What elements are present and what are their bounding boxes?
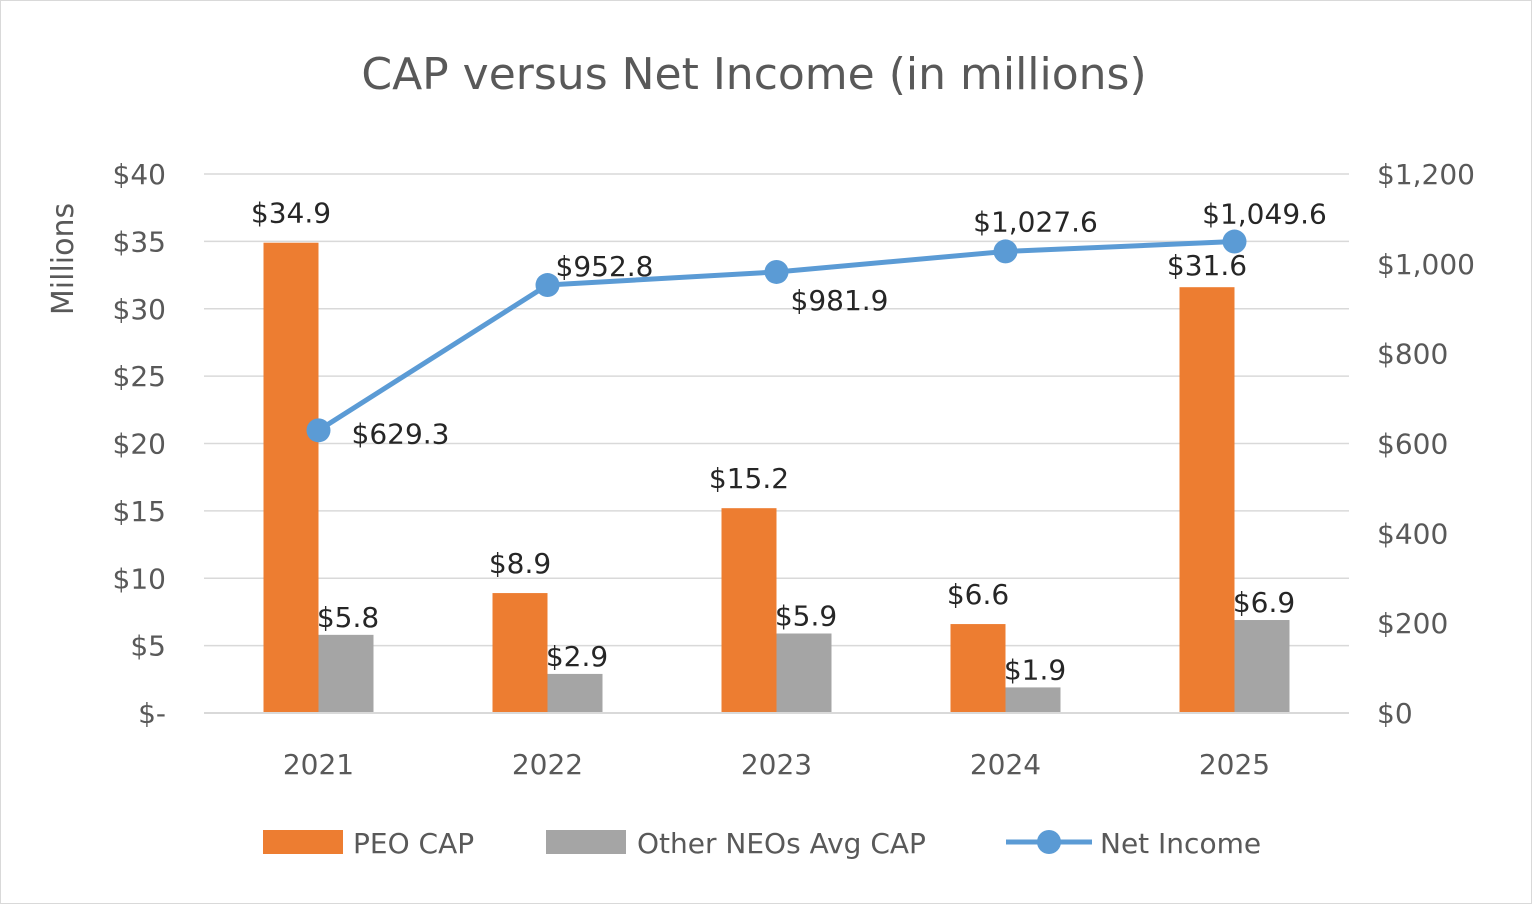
- legend-marker: [1037, 830, 1061, 854]
- legend-swatch: [546, 830, 626, 854]
- legend-swatch: [263, 830, 343, 854]
- other-neos-label: $2.9: [546, 640, 608, 673]
- right-tick-label: $800: [1377, 338, 1448, 371]
- right-tick-label: $1,000: [1377, 248, 1475, 281]
- y-axis-label: Millions: [46, 203, 81, 315]
- peo-cap-bar: [263, 242, 319, 713]
- net-income-label: $981.9: [791, 284, 889, 317]
- net-income-label: $1,027.6: [973, 205, 1098, 238]
- left-tick-label: $15: [113, 495, 166, 528]
- legend-item[interactable]: PEO CAP: [263, 827, 474, 860]
- left-tick-label: $5: [130, 630, 166, 663]
- legend-label: Other NEOs Avg CAP: [637, 827, 926, 860]
- legend[interactable]: PEO CAP Other NEOs Avg CAP Net Income: [263, 827, 1261, 860]
- net-income-label: $1,049.6: [1202, 198, 1327, 231]
- other-neos-label: $6.9: [1233, 586, 1295, 619]
- data-labels: $34.9 $5.8 $8.9 $2.9 $15.2 $5.9 $6.6 $1.9 $31.6 $…: [251, 197, 1327, 687]
- legend-label: PEO CAP: [353, 827, 474, 860]
- peo-cap-label: $15.2: [709, 462, 789, 495]
- other-neos-label: $5.9: [775, 599, 837, 632]
- left-tick-label: $40: [113, 158, 166, 191]
- category-label: 2022: [512, 748, 583, 781]
- other-neos-bar: [776, 633, 832, 713]
- net-income-point: [306, 418, 331, 443]
- legend-item[interactable]: Net Income: [1006, 827, 1261, 860]
- other-neos-bar: [547, 673, 603, 713]
- bars: [263, 242, 1290, 713]
- left-tick-label: $30: [113, 293, 166, 326]
- net-income-line-layer: [306, 229, 1247, 443]
- peo-cap-bar: [492, 593, 548, 713]
- left-tick-label: $25: [113, 360, 166, 393]
- legend-item[interactable]: Other NEOs Avg CAP: [546, 827, 926, 860]
- other-neos-bar: [1234, 620, 1290, 713]
- x-axis: 2021 2022 2023 2024 2025: [204, 712, 1349, 781]
- category-label: 2021: [283, 748, 354, 781]
- peo-cap-label: $34.9: [251, 197, 331, 230]
- left-tick-label: $10: [113, 562, 166, 595]
- legend-label: Net Income: [1100, 827, 1261, 860]
- gridlines: [204, 173, 1349, 714]
- right-tick-label: $0: [1377, 697, 1413, 730]
- net-income-point: [764, 259, 789, 284]
- chart-title: CAP versus Net Income (in millions): [361, 49, 1146, 100]
- left-tick-label: $35: [113, 225, 166, 258]
- peo-cap-label: $31.6: [1167, 249, 1247, 282]
- other-neos-label: $5.8: [317, 601, 379, 634]
- other-neos-bar: [1005, 687, 1061, 713]
- category-label: 2023: [741, 748, 812, 781]
- peo-cap-label: $8.9: [489, 547, 551, 580]
- other-neos-label: $1.9: [1004, 653, 1066, 686]
- right-tick-label: $600: [1377, 428, 1448, 461]
- net-income-label: $629.3: [352, 417, 450, 450]
- right-axis: $0 $200 $400 $600 $800 $1,000 $1,200: [1377, 158, 1475, 730]
- net-income-point: [1222, 229, 1247, 254]
- right-tick-label: $400: [1377, 517, 1448, 550]
- right-tick-label: $1,200: [1377, 158, 1475, 191]
- category-label: 2025: [1199, 748, 1270, 781]
- net-income-point: [993, 239, 1018, 264]
- peo-cap-label: $6.6: [947, 578, 1009, 611]
- left-axis: $- $5 $10 $15 $20 $25 $30 $35 $40: [113, 158, 166, 730]
- net-income-point: [535, 273, 560, 298]
- peo-cap-bar: [950, 624, 1006, 713]
- left-tick-label: $20: [113, 428, 166, 461]
- category-label: 2024: [970, 748, 1041, 781]
- net-income-label: $952.8: [556, 250, 654, 283]
- other-neos-bar: [318, 634, 374, 713]
- right-tick-label: $200: [1377, 607, 1448, 640]
- peo-cap-bar: [721, 508, 777, 713]
- peo-cap-bar: [1179, 287, 1235, 713]
- left-tick-label: $-: [138, 697, 166, 730]
